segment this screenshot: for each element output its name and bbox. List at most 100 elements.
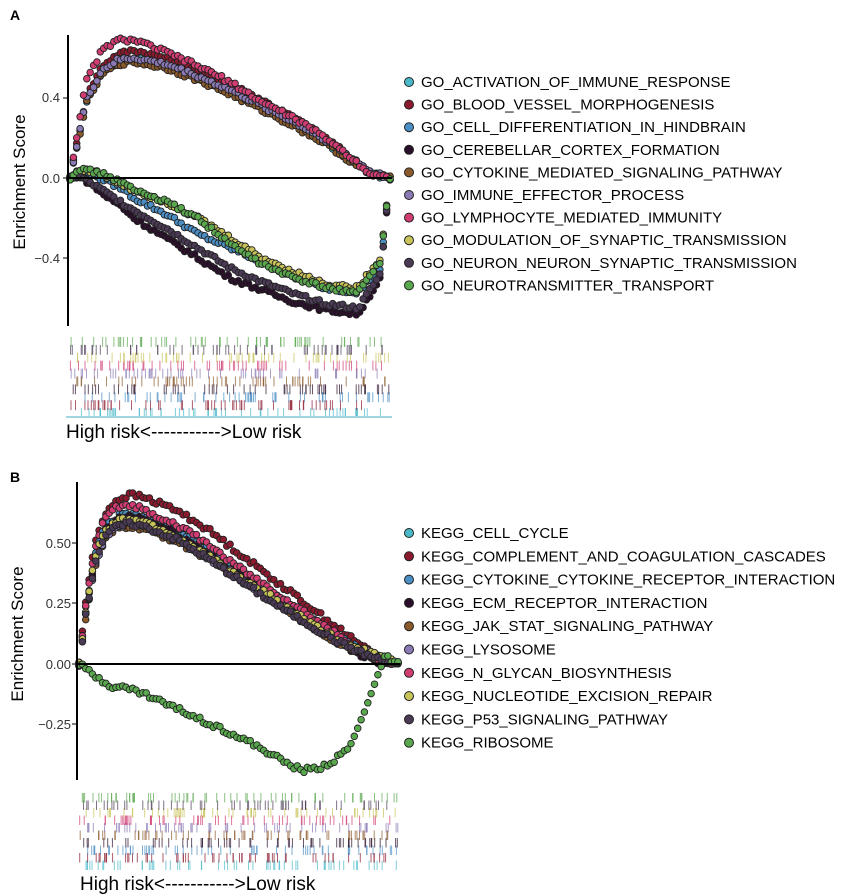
legend-label: GO_CELL_DIFFERENTIATION_IN_HINDBRAIN <box>421 119 746 136</box>
legend-label: GO_CEREBELLAR_CORTEX_FORMATION <box>421 142 720 159</box>
series-point <box>69 153 78 162</box>
panel-b-x-axis-title: High risk<----------->Low risk <box>80 874 316 895</box>
series-point <box>293 591 302 600</box>
legend-item: GO_ACTIVATION_OF_IMMUNE_RESPONSE <box>404 74 731 91</box>
panel-b-rug-row <box>83 800 388 810</box>
panel-a: A 0.4 0.0 −0.4 Enrichment Score High ris… <box>10 7 797 443</box>
panel-b-ytick-label: 0.50 <box>46 536 71 551</box>
series-point <box>92 557 100 565</box>
series-point <box>369 281 377 289</box>
series-point <box>330 758 338 766</box>
legend-item: GO_MODULATION_OF_SYNAPTIC_TRANSMISSION <box>404 232 787 249</box>
legend-item: KEGG_NUCLEOTIDE_EXCISION_REPAIR <box>404 688 713 705</box>
legend-item: KEGG_JAK_STAT_SIGNALING_PATHWAY <box>404 618 713 635</box>
legend-swatch <box>404 644 414 655</box>
panel-b-y-axis-title: Enrichment Score <box>8 566 27 701</box>
panel-a-rug-row <box>84 392 390 403</box>
legend-swatch <box>404 280 414 291</box>
legend-label: GO_NEURON_NEURON_SYNAPTIC_TRANSMISSION <box>421 255 797 272</box>
series-point <box>374 670 382 679</box>
series-point <box>379 232 388 240</box>
panel-b-legend: KEGG_CELL_CYCLE KEGG_COMPLEMENT_AND_COAGU… <box>404 525 835 752</box>
legend-swatch <box>404 597 414 608</box>
panel-b-ytick-label: −0.25 <box>38 717 71 732</box>
series-point <box>372 275 381 284</box>
series-point <box>231 79 239 88</box>
series-point <box>339 146 347 154</box>
legend-label: KEGG_N_GLYCAN_BIOSYNTHESIS <box>421 665 672 682</box>
series-point <box>337 624 345 633</box>
legend-swatch <box>404 667 414 678</box>
series-point <box>194 213 202 221</box>
panel-b-series-kegg-p53-signaling-pathway <box>75 517 402 670</box>
legend-item: KEGG_CYTOKINE_CYTOKINE_RECEPTOR_INTERACT… <box>404 572 835 589</box>
legend-item: KEGG_LYSOSOME <box>404 642 556 659</box>
series-point <box>352 157 361 165</box>
series-point <box>376 259 384 268</box>
series-point <box>384 652 392 660</box>
legend-swatch <box>404 190 414 200</box>
legend-label: GO_ACTIVATION_OF_IMMUNE_RESPONSE <box>421 74 731 91</box>
series-point <box>207 223 216 232</box>
legend-label: KEGG_P53_SIGNALING_PATHWAY <box>421 711 668 728</box>
panel-a-y-axis-title: Enrichment Score <box>10 114 29 249</box>
series-point <box>206 524 214 533</box>
series-point <box>369 267 377 276</box>
series-point <box>350 732 359 741</box>
series-point <box>382 202 391 211</box>
series-point <box>367 689 375 698</box>
series-point <box>317 609 325 617</box>
panel-a-series-go-neurotransmitter-transport <box>66 164 394 297</box>
legend-swatch <box>404 212 414 223</box>
series-point <box>95 547 103 556</box>
series-point <box>72 143 81 151</box>
legend-swatch <box>404 714 414 725</box>
legend-item: GO_CELL_DIFFERENTIATION_IN_HINDBRAIN <box>404 119 746 136</box>
series-point <box>192 530 201 539</box>
legend-label: KEGG_CELL_CYCLE <box>421 525 569 542</box>
legend-item: GO_LYMPHOCYTE_MEDIATED_IMMUNITY <box>404 210 722 227</box>
series-point <box>246 736 255 745</box>
legend-item: KEGG_COMPLEMENT_AND_COAGULATION_CASCADES <box>404 548 826 565</box>
legend-item: GO_CEREBELLAR_CORTEX_FORMATION <box>404 142 720 159</box>
series-point <box>353 724 362 733</box>
series-point <box>72 134 81 142</box>
series-point <box>360 708 369 716</box>
series-point <box>170 200 179 209</box>
panel-a-rug-row <box>70 368 378 379</box>
panel-b-ytick-label: 0.00 <box>46 657 71 672</box>
panel-b-rug-row <box>79 830 389 840</box>
legend-item: KEGG_P53_SIGNALING_PATHWAY <box>404 711 668 728</box>
legend-item: GO_BLOOD_VESSEL_MORPHOGENESIS <box>404 97 714 114</box>
series-point <box>78 638 87 646</box>
series-point <box>81 601 90 610</box>
legend-swatch <box>404 528 414 538</box>
legend-item: GO_NEURON_NEURON_SYNAPTIC_TRANSMISSION <box>404 255 797 272</box>
panel-b-rug-plot <box>79 793 399 870</box>
series-point <box>116 196 125 205</box>
panel-a-rug-row <box>76 376 386 387</box>
panel-b-rug-row <box>85 808 396 818</box>
panel-a-ytick-label: 0.0 <box>42 171 60 186</box>
series-point <box>286 607 295 615</box>
panel-b-rug-row <box>79 815 391 825</box>
panel-a-rug-row <box>69 360 382 371</box>
series-point <box>219 563 228 572</box>
panel-a-series-go-cytokine-mediated-signaling-pathway <box>66 57 394 181</box>
legend-swatch <box>404 621 414 632</box>
legend-item: GO_IMMUNE_EFFECTOR_PROCESS <box>404 187 684 204</box>
series-point <box>196 713 204 722</box>
panel-a-rug-row <box>72 384 390 395</box>
panel-b-series-kegg-ribosome <box>75 652 402 777</box>
panel-b-rug-row <box>81 793 398 803</box>
panel-a-label: A <box>10 7 20 23</box>
series-point <box>364 699 372 707</box>
legend-swatch <box>404 167 414 178</box>
series-point <box>216 722 224 731</box>
panel-a-ytick-label: 0.4 <box>42 90 60 105</box>
legend-item: KEGG_N_GLYCAN_BIOSYNTHESIS <box>404 665 672 682</box>
panel-a-rug-plot <box>69 337 390 418</box>
series-point <box>376 270 384 278</box>
panel-a-rug-row <box>70 344 383 355</box>
panel-b-ytick-label: 0.25 <box>46 596 71 611</box>
